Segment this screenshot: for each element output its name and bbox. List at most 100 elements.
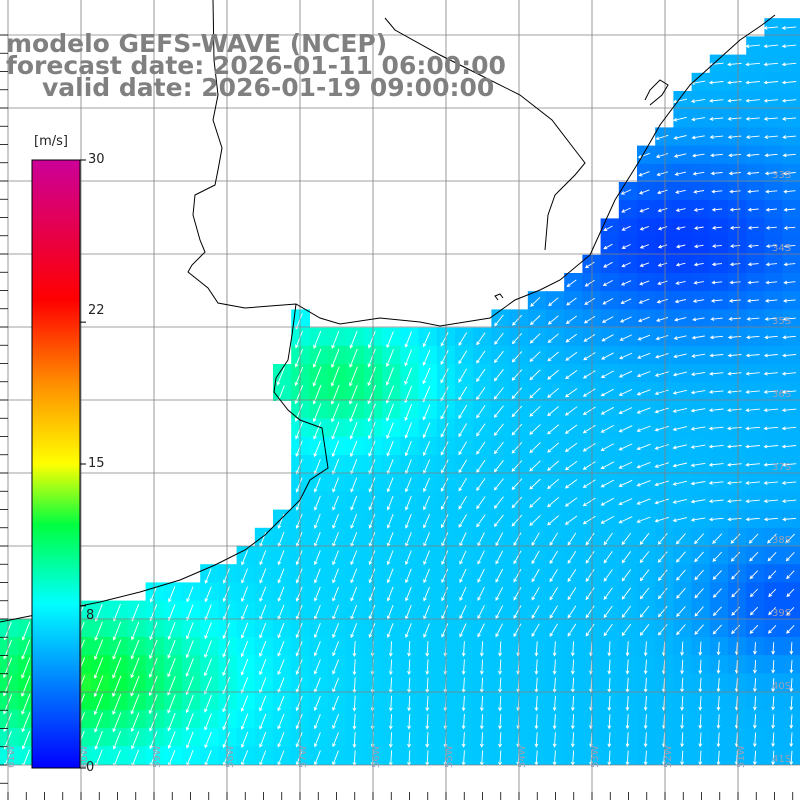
wind-arrow — [386, 550, 394, 566]
wind-arrow — [332, 550, 339, 566]
wind-arrow — [672, 98, 688, 104]
wind-arrow — [295, 331, 303, 349]
longitude-label: 51W — [736, 745, 747, 768]
wind-arrow — [476, 496, 486, 510]
wind-arrow — [331, 330, 340, 349]
wind-arrow — [204, 568, 212, 584]
wind-arrow — [771, 750, 775, 766]
wind-arrow — [582, 461, 596, 470]
wind-arrow — [694, 606, 704, 617]
wind-arrow — [691, 135, 705, 140]
wind-arrow — [727, 98, 742, 103]
wind-arrow — [386, 495, 394, 511]
wind-arrow — [698, 714, 703, 730]
wind-arrow — [277, 695, 285, 712]
wind-arrow — [765, 226, 777, 230]
wind-arrow — [295, 422, 303, 440]
wind-arrow — [747, 262, 759, 267]
wind-arrow — [332, 714, 340, 730]
wind-arrow — [476, 441, 486, 455]
wind-arrow — [726, 444, 742, 449]
wind-arrow — [745, 408, 760, 413]
wind-arrow — [529, 405, 541, 417]
wind-arrow — [716, 677, 721, 693]
wind-arrow — [582, 370, 596, 379]
wind-arrow — [639, 244, 650, 249]
wind-arrow — [602, 280, 614, 286]
wind-arrow — [295, 622, 303, 639]
wind-arrow — [789, 696, 794, 711]
wind-arrow — [716, 696, 721, 711]
wind-arrow — [657, 624, 668, 636]
wind-arrow — [680, 732, 684, 748]
wind-arrow — [712, 551, 723, 562]
wind-arrow — [618, 516, 633, 524]
wind-arrow — [422, 349, 431, 366]
wind-arrow — [710, 171, 723, 176]
wind-arrow — [727, 135, 742, 140]
wind-arrow — [21, 657, 31, 679]
wind-arrow — [764, 298, 778, 303]
wind-arrow — [259, 677, 267, 694]
wind-arrow — [582, 515, 596, 525]
wind-arrow — [675, 226, 686, 231]
wind-arrow — [763, 371, 778, 376]
wind-arrow — [313, 714, 321, 730]
wind-arrow — [767, 624, 777, 634]
wind-arrow — [148, 657, 158, 678]
wind-arrow — [672, 498, 688, 504]
wind-arrow — [771, 714, 775, 729]
wind-arrow — [621, 587, 632, 600]
wind-arrow — [386, 331, 394, 349]
wind-arrow — [655, 316, 669, 322]
wind-arrow — [404, 440, 412, 457]
wind-arrow — [511, 423, 523, 436]
wind-arrow — [765, 244, 777, 249]
wind-arrow — [690, 462, 706, 468]
wind-arrow — [570, 714, 575, 730]
wind-arrow — [498, 641, 502, 657]
wind-arrow — [636, 407, 651, 414]
longitude-label: 61W — [6, 745, 17, 768]
wind-arrow — [259, 586, 267, 602]
wind-speed-cell — [746, 564, 765, 583]
wind-arrow — [349, 348, 358, 368]
wind-arrow — [745, 499, 760, 504]
wind-arrow — [529, 460, 541, 472]
wind-arrow — [745, 98, 760, 103]
colorbar-tick-15: 15 — [88, 456, 105, 471]
wind-arrow — [204, 586, 212, 603]
wind-arrow — [693, 280, 704, 285]
wind-arrow — [404, 459, 412, 475]
wind-arrow — [672, 389, 688, 395]
wind-arrow — [386, 459, 394, 475]
wind-arrow — [781, 462, 797, 467]
wind-arrow — [388, 641, 393, 657]
wind-arrow — [727, 390, 742, 394]
wind-arrow — [657, 207, 668, 213]
wind-arrow — [458, 477, 467, 492]
wind-arrow — [495, 532, 504, 547]
wind-arrow — [729, 225, 741, 230]
wind-arrow — [130, 712, 140, 733]
wind-arrow — [476, 386, 486, 401]
wind-arrow — [547, 315, 559, 325]
wind-arrow — [691, 353, 706, 358]
wind-arrow — [277, 659, 285, 676]
wind-arrow — [511, 478, 523, 491]
wind-arrow — [407, 713, 411, 730]
wind-arrow — [749, 624, 759, 634]
wind-arrow — [672, 462, 688, 468]
wind-arrow — [493, 387, 504, 400]
wind-arrow — [656, 171, 668, 177]
wind-arrow — [693, 207, 704, 212]
wind-arrow — [567, 569, 577, 583]
wind-arrow — [621, 207, 631, 213]
wind-arrow — [493, 496, 504, 509]
wind-arrow — [477, 550, 485, 565]
wind-arrow — [782, 517, 797, 522]
wind-arrow — [745, 116, 760, 121]
wind-arrow — [745, 135, 760, 140]
wind-arrow — [690, 98, 706, 104]
wind-arrow — [746, 317, 760, 321]
